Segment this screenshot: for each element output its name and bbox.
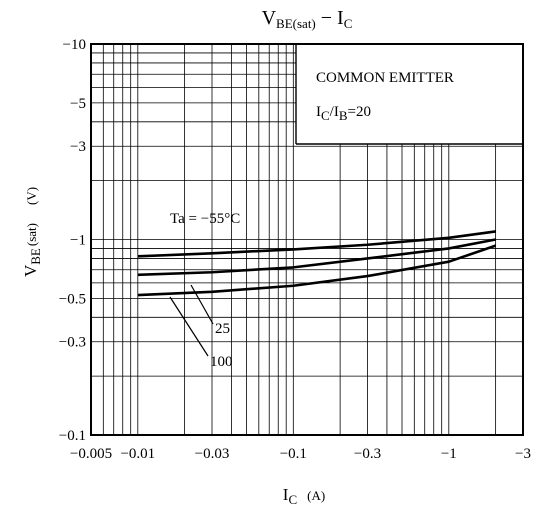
y-tick-label: −0.1 xyxy=(59,428,86,444)
x-tick-label: −3 xyxy=(515,446,531,462)
conditions-box-mask xyxy=(296,44,523,144)
y-tick-label: −5 xyxy=(70,96,86,112)
series-group xyxy=(137,230,497,297)
x-tick-label: −1 xyxy=(441,446,457,462)
y-tick-label: −0.5 xyxy=(59,291,86,307)
conditions-line-1: COMMON EMITTER xyxy=(316,70,454,86)
y-tick-labels: −0.1 −0.3 −0.5 −1 −3 −5 −10 xyxy=(59,37,86,444)
series-line-2 xyxy=(137,244,497,297)
x-tick-label: −0.1 xyxy=(280,446,307,462)
x-tick-labels: −0.005 −0.01 −0.03 −0.1 −0.3 −1 −3 xyxy=(70,446,531,462)
series-label-100: 100 xyxy=(210,354,233,370)
y-tick-label: −0.3 xyxy=(59,335,86,351)
series-line-1 xyxy=(137,238,496,277)
x-tick-label: −0.03 xyxy=(195,446,230,462)
y-tick-label: −3 xyxy=(70,139,86,155)
y-tick-label: −10 xyxy=(63,37,86,53)
leader-line-100 xyxy=(169,296,209,357)
y-axis-label: VBE(sat)(V) xyxy=(21,187,43,277)
conditions-line-2: IC/IB=20 xyxy=(316,104,371,123)
chart-title: VBE(sat) − IC xyxy=(262,7,353,31)
y-tick-label: −1 xyxy=(70,233,86,249)
series-label-minus55: Ta = −55°C xyxy=(170,211,240,227)
x-axis-label: IC (A) xyxy=(283,485,325,507)
series-line-0 xyxy=(137,230,496,258)
x-tick-label: −0.005 xyxy=(70,446,112,462)
leader-line-25 xyxy=(190,284,214,325)
x-tick-label: −0.01 xyxy=(120,446,155,462)
series-label-25: 25 xyxy=(215,321,230,337)
x-tick-label: −0.3 xyxy=(354,446,381,462)
plot-frame xyxy=(90,43,524,436)
